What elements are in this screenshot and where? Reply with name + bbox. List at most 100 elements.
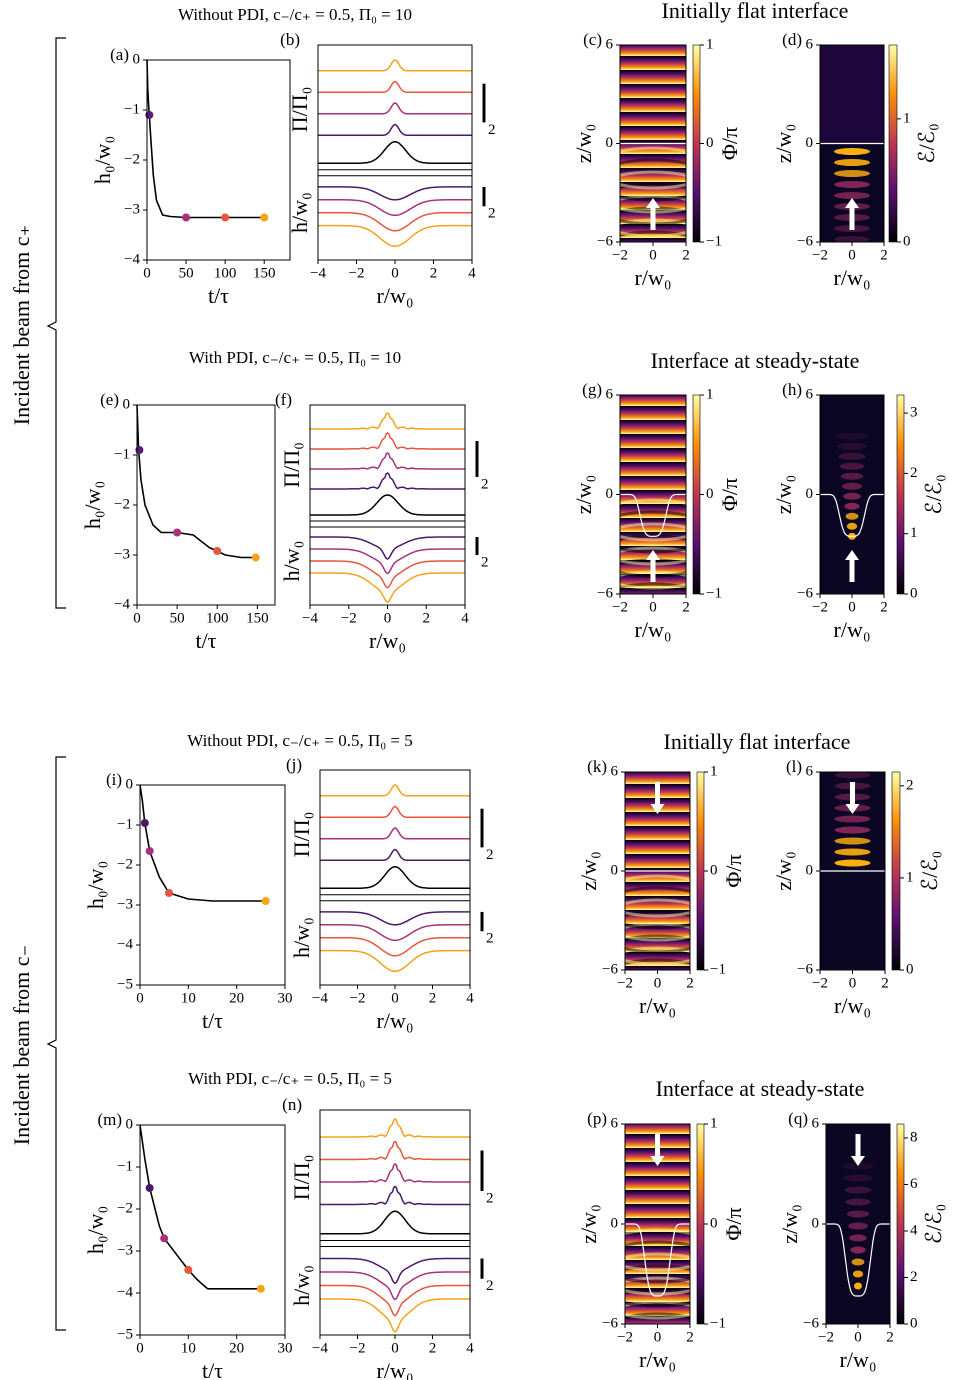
x-axis-label: r/w₀: [840, 1347, 877, 1372]
y-tick-label: 0: [606, 135, 614, 151]
phase-arc: [625, 1240, 690, 1284]
y-tick-label: 6: [611, 763, 619, 779]
y-tick-label: 0: [606, 486, 614, 502]
colorbar-tick-label: 0: [910, 585, 918, 601]
phase-arc: [620, 194, 686, 238]
side-label: Incident beam from c₋: [9, 945, 34, 1145]
axes-frame: [139, 784, 286, 986]
phase-arc: [625, 934, 690, 941]
colorbar-tick-label: 4: [910, 1222, 918, 1238]
x-tick-label: 4: [461, 610, 469, 626]
profile-curve: [310, 536, 465, 560]
colorbar-label: ℰ/ℰ₀: [921, 1204, 946, 1244]
colorbar-tick-label: 0: [710, 862, 718, 878]
y-tick-label: 6: [806, 36, 814, 52]
panel-label: (h): [782, 380, 802, 399]
curve: [146, 59, 265, 219]
intensity-spot: [851, 1258, 865, 1266]
intensity-spot: [838, 452, 866, 460]
scale-label: 2: [486, 1190, 494, 1206]
intensity-spot: [835, 761, 871, 768]
y-tick-label: −3: [124, 201, 140, 217]
x-tick-label: 2: [881, 975, 889, 991]
x-tick-label: −4: [310, 265, 326, 281]
x-tick-label: 0: [133, 610, 141, 626]
y-tick-label: 0: [611, 1215, 619, 1231]
x-axis-label: t/τ: [202, 1358, 223, 1380]
profile-curve: [320, 805, 470, 819]
x-axis-label: t/τ: [195, 628, 216, 653]
panel-label: (a): [110, 45, 129, 64]
profile-curve: [310, 494, 465, 516]
profile-curve: [318, 224, 472, 247]
x-tick-label: −2: [812, 599, 828, 615]
colorbar-tick-label: 1: [710, 1115, 718, 1131]
interface: [820, 493, 884, 537]
intensity-spot: [836, 432, 868, 440]
x-tick-label: 2: [423, 610, 431, 626]
colorbar-tick-label: 2: [910, 1269, 918, 1285]
profile-curve: [320, 1140, 470, 1161]
profile-curve: [318, 123, 472, 137]
x-tick-label: 20: [229, 1340, 244, 1356]
y-axis-label: z/w₀: [576, 851, 601, 890]
phase-arc: [620, 146, 686, 190]
intensity-spot: [845, 1198, 871, 1206]
intensity-spot: [852, 1270, 864, 1278]
profile-curve: [320, 1163, 470, 1183]
x-axis-label: r/w₀: [377, 1008, 414, 1033]
intensity-spot: [845, 512, 859, 520]
y-axis-label: h/w₀: [279, 541, 304, 582]
colorbar-tick-label: 8: [910, 1129, 918, 1145]
intensity-spot: [834, 148, 870, 155]
y-tick-label: −5: [117, 976, 133, 992]
x-tick-label: 150: [253, 265, 276, 281]
y-axis-label: z/w₀: [571, 475, 596, 514]
y-tick-label: −3: [117, 896, 133, 912]
interface: [826, 1223, 890, 1297]
colorbar-tick-label: 0: [910, 1315, 918, 1331]
field: [820, 395, 884, 594]
colorbar-tick-label: 2: [910, 465, 918, 481]
profile-curve: [320, 1185, 470, 1206]
heading: Initially flat interface: [662, 0, 849, 23]
colorbar: [692, 394, 701, 595]
colorbar-tick-label: 1: [910, 525, 918, 541]
y-tick-label: −6: [803, 1315, 819, 1331]
y-tick-label: 6: [806, 763, 814, 779]
y-tick-label: −4: [114, 596, 130, 612]
colorbar-label: Φ/π: [721, 854, 746, 887]
phase-arc: [625, 1312, 690, 1319]
x-tick-label: 0: [848, 599, 856, 615]
heading: Interface at steady-state: [656, 1076, 865, 1101]
y-tick-label: −1: [124, 101, 140, 117]
x-tick-label: 2: [880, 599, 888, 615]
x-tick-label: 4: [468, 265, 476, 281]
y-tick-label: −1: [117, 1158, 133, 1174]
x-axis-label: r/w₀: [834, 265, 871, 290]
y-axis-label: h/w₀: [289, 917, 314, 958]
colorbar-label: ℰ/ℰ₀: [917, 851, 942, 891]
phase-arc: [620, 582, 686, 589]
x-tick-label: 30: [278, 1340, 293, 1356]
x-tick-label: −2: [349, 265, 365, 281]
intensity-spot: [834, 192, 870, 199]
y-tick-label: 0: [806, 135, 814, 151]
colorbar-tick-label: −1: [710, 1315, 726, 1331]
phase-arc: [625, 1300, 690, 1307]
curve: [136, 404, 258, 559]
colorbar: [696, 771, 705, 971]
profile-curve: [310, 412, 465, 430]
intensity-spot: [834, 159, 870, 166]
phase-arc: [625, 910, 690, 954]
x-tick-label: 0: [848, 247, 856, 263]
panel-label: (i): [106, 770, 122, 789]
x-tick-label: 50: [179, 265, 194, 281]
profile-curve: [318, 199, 472, 217]
x-tick-label: 0: [854, 1329, 862, 1345]
y-tick-label: 0: [126, 1116, 134, 1132]
x-axis-label: r/w₀: [377, 1358, 414, 1380]
profile-curve: [320, 949, 470, 972]
y-tick-label: −4: [117, 1284, 133, 1300]
y-axis-label: z/w₀: [777, 1204, 802, 1243]
